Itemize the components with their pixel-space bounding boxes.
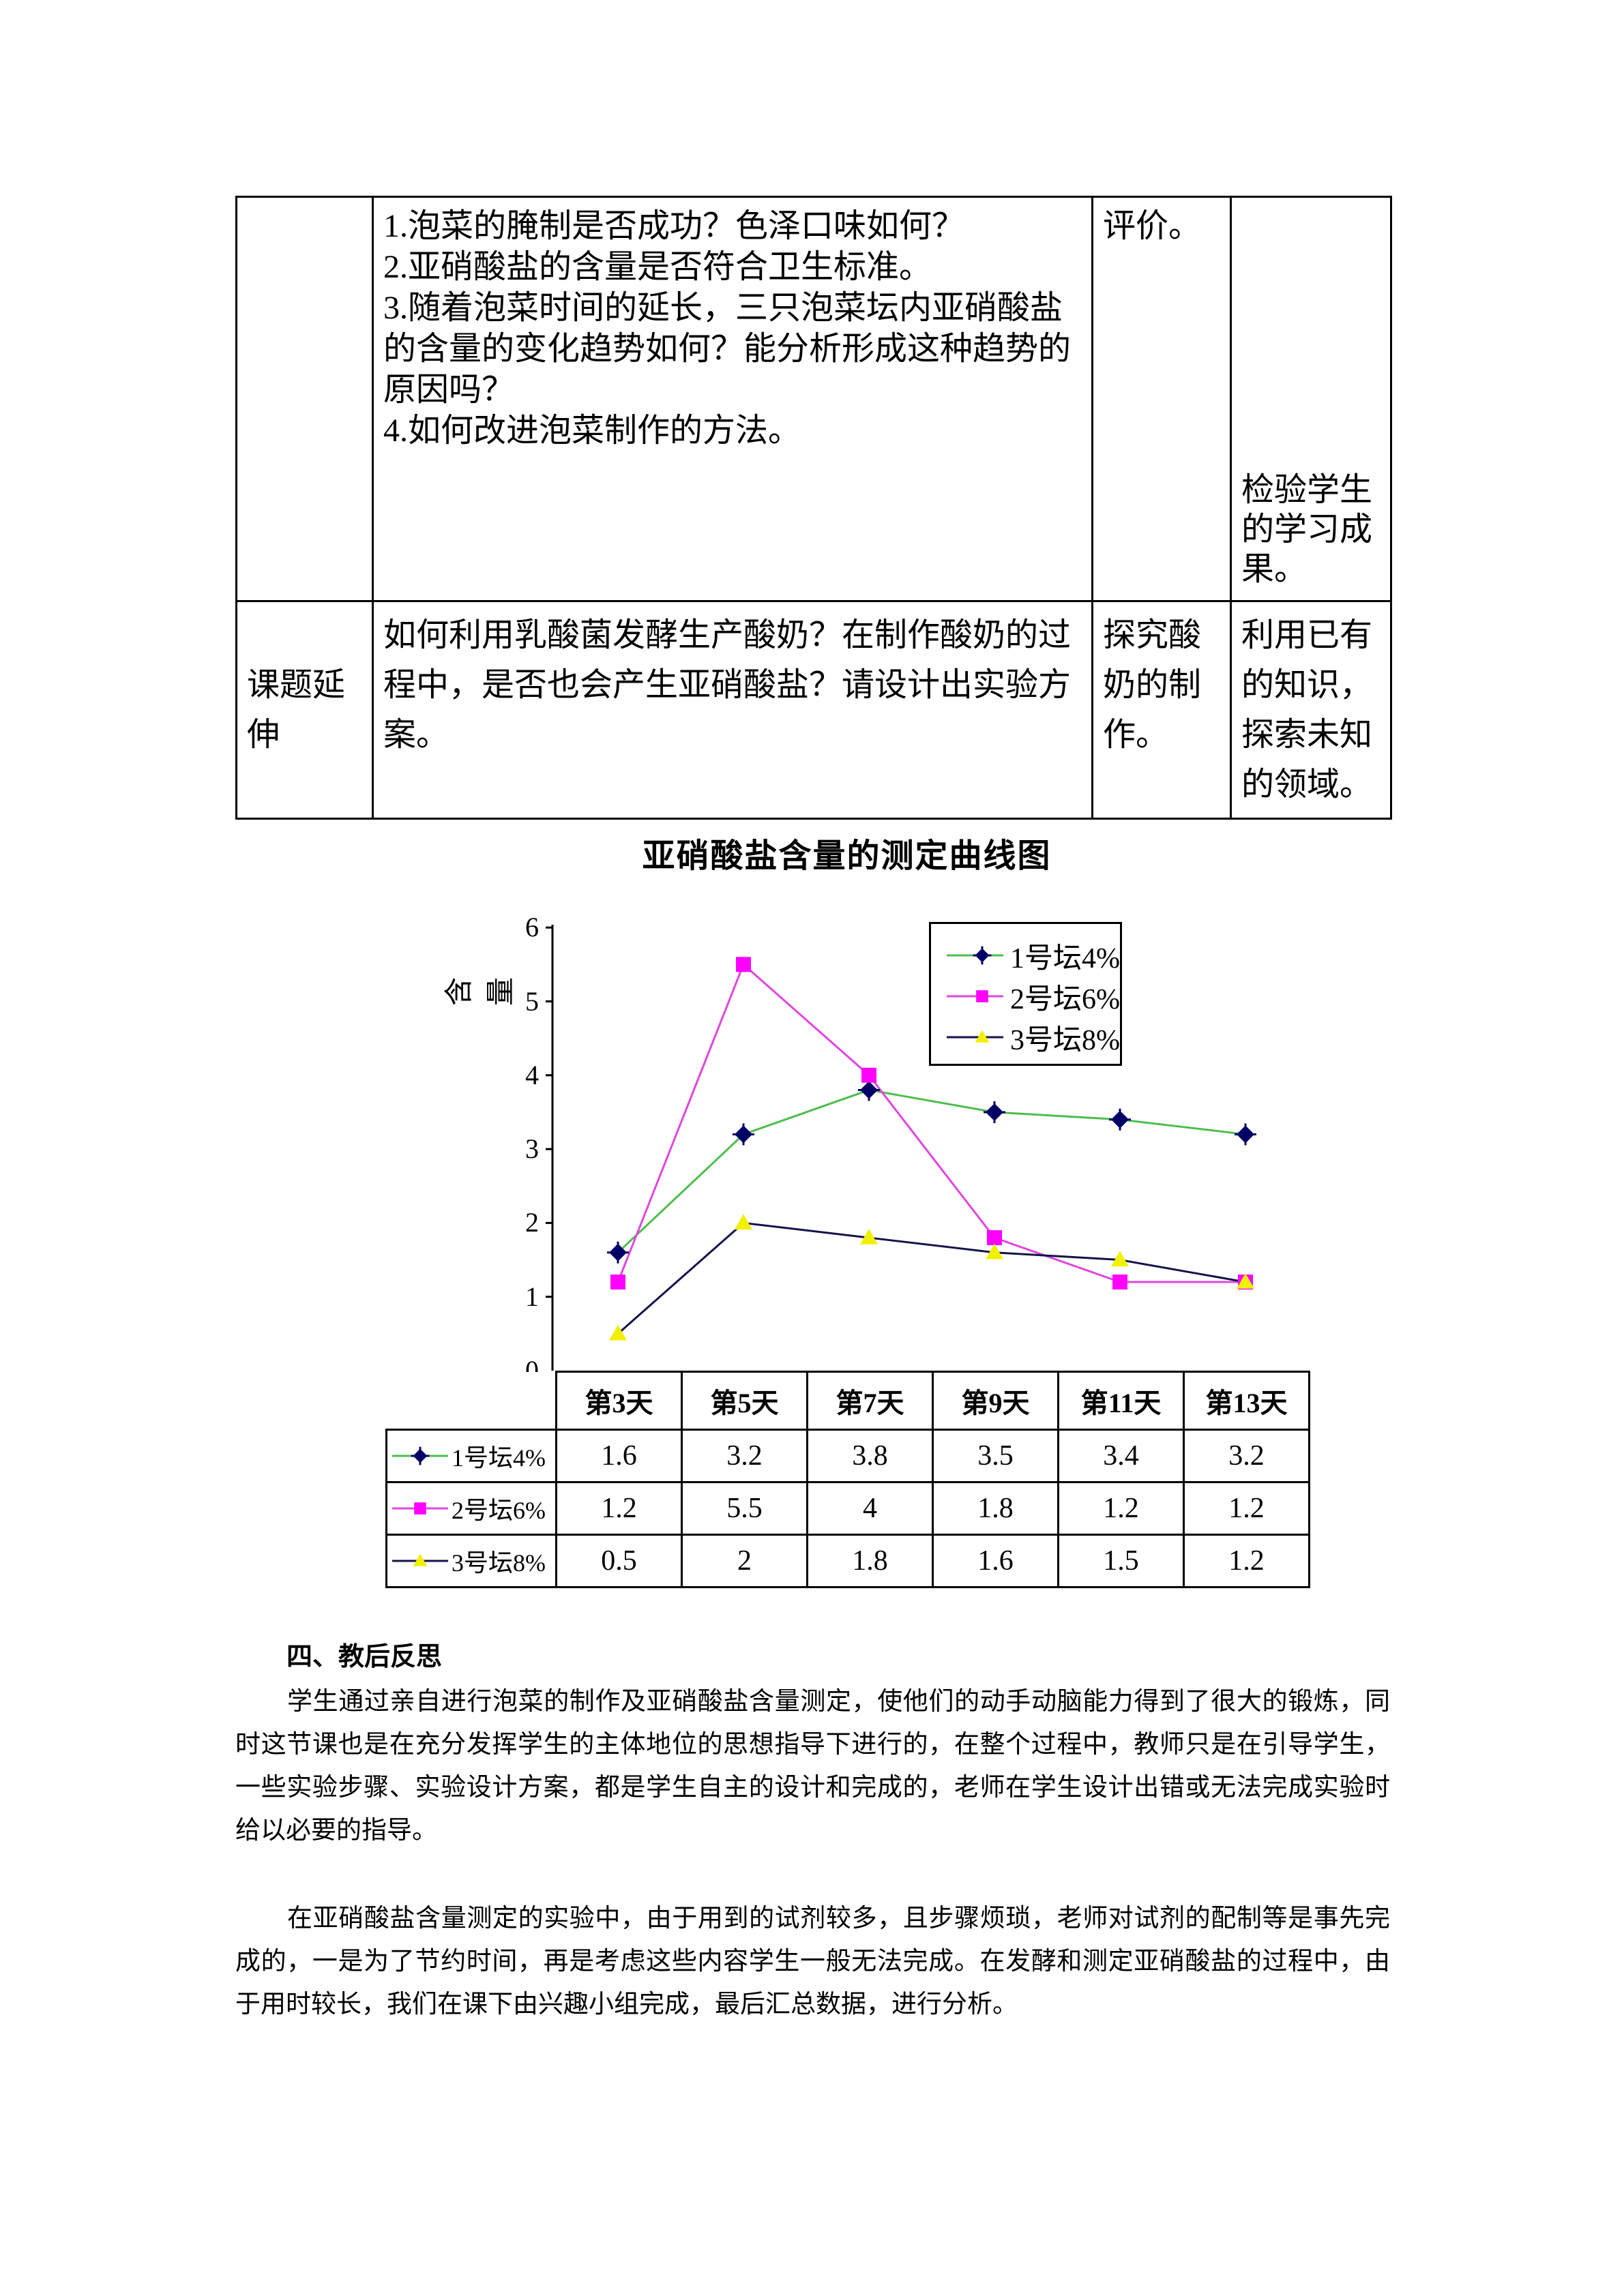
series-value-cell: 1.8 (932, 1481, 1059, 1536)
legend-key-series-2-icon (947, 990, 1003, 1002)
legend-label: 3号坛8% (1010, 1024, 1120, 1056)
series-value-cell: 0.5 (555, 1534, 683, 1588)
lesson-plan-table: 1.泡菜的腌制是否成功？色泽口味如何？ 2.亚硝酸盐的含量是否符合卫生标准。 3… (235, 196, 1392, 820)
question-item: 3.随着泡菜时间的延长，三只泡菜坛内亚硝酸盐的含量的变化趋势如何？能分析形成这种… (383, 290, 1072, 408)
legend-item: 1号坛4% (945, 935, 1120, 976)
x-axis-category-label: 第11天 (1057, 1371, 1185, 1431)
data-table-series-row: 2号坛6% 1.2 5.5 4 1.8 1.2 1.2 (385, 1481, 1310, 1536)
x-axis-category-label: 第13天 (1183, 1371, 1310, 1431)
legend-key-series-1-icon (947, 946, 1003, 965)
series-label-cell: 3号坛8% (385, 1534, 557, 1588)
y-axis-tick-label: 4 (525, 1059, 539, 1090)
table-cell-activity: 评价。 (1091, 196, 1232, 602)
data-table-header-row: 第3天 第5天 第7天 第9天 第11天 第13天 (386, 1371, 1310, 1431)
line-chart-plot-area (546, 925, 1256, 1371)
x-axis-category-label: 第3天 (555, 1371, 683, 1431)
series-value-cell: 1.6 (555, 1429, 683, 1483)
series-key-line-icon (392, 1502, 448, 1515)
table-cell-row-label-extension: 课题延伸 (235, 600, 374, 820)
y-axis-tick-label: 3 (525, 1133, 539, 1165)
y-axis-tick-label: 1 (525, 1281, 539, 1312)
table-row: 1.泡菜的腌制是否成功？色泽口味如何？ 2.亚硝酸盐的含量是否符合卫生标准。 3… (235, 196, 1392, 602)
data-table-corner (386, 1371, 557, 1430)
series-value-cell: 3.8 (806, 1429, 934, 1483)
y-axis-tick-label: 2 (525, 1207, 539, 1238)
series-value-cell: 1.6 (932, 1534, 1059, 1588)
series-value-cell: 1.5 (1057, 1534, 1185, 1588)
series-value-cell: 3.5 (932, 1429, 1059, 1483)
table-row: 课题延伸 如何利用乳酸菌发酵生产酸奶？在制作酸奶的过程中，是否也会产生亚硝酸盐？… (235, 600, 1392, 820)
y-axis-tick-label: 5 (525, 985, 539, 1017)
series-name: 3号坛8% (452, 1549, 546, 1577)
x-axis-category-label: 第7天 (806, 1371, 934, 1431)
series-value-cell: 1.2 (1057, 1481, 1185, 1536)
y-axis-tick-label: 6 (525, 912, 539, 943)
legend-label: 2号坛6% (1010, 983, 1120, 1015)
series-value-cell: 3.4 (1057, 1429, 1185, 1483)
table-cell-extension-activity: 探究酸奶的制作。 (1091, 600, 1232, 820)
series-value-cell: 1.2 (555, 1481, 683, 1536)
series-label-cell: 2号坛6% (385, 1481, 557, 1536)
series-label-cell: 1号坛4% (385, 1429, 557, 1483)
table-cell-purpose: 检验学生的学习成果。 (1230, 196, 1392, 602)
legend-key-series-3-icon (947, 1030, 1003, 1043)
question-item: 1.泡菜的腌制是否成功？色泽口味如何？ (383, 208, 965, 244)
data-table-series-row: 1号坛4% 1.6 3.2 3.8 3.5 3.4 3.2 (385, 1429, 1310, 1483)
data-table-series-row: 3号坛8% 0.5 2 1.8 1.6 1.5 1.2 (385, 1534, 1310, 1588)
series-value-cell: 5.5 (681, 1481, 808, 1536)
table-cell-questions: 1.泡菜的腌制是否成功？色泽口味如何？ 2.亚硝酸盐的含量是否符合卫生标准。 3… (372, 196, 1093, 602)
series-value-cell: 2 (681, 1534, 808, 1588)
chart-data-table: 第3天 第5天 第7天 第9天 第11天 第13天 1号坛4% 1.6 3.2 3.8 3.5 3.4… (385, 1371, 1310, 1588)
x-axis-category-label: 第9天 (932, 1371, 1059, 1431)
series-name: 2号坛6% (452, 1497, 546, 1524)
series-value-cell: 1.2 (1183, 1534, 1310, 1588)
question-item: 2.亚硝酸盐的含量是否符合卫生标准。 (383, 249, 932, 285)
x-axis-category-label: 第5天 (681, 1371, 808, 1431)
table-cell-extension-purpose: 利用已有的知识，探索未知的领域。 (1230, 600, 1392, 820)
series-value-cell: 1.8 (806, 1534, 934, 1588)
series-value-cell: 3.2 (681, 1429, 808, 1483)
legend-label: 1号坛4% (1010, 942, 1120, 974)
chart-legend: 1号坛4% 2号坛6% 3号坛8% (929, 922, 1122, 1066)
series-value-cell: 4 (806, 1481, 934, 1536)
reflection-paragraph: 在亚硝酸盐含量测定的实验中，由于用到的试剂较多，且步骤烦琐，老师对试剂的配制等是… (235, 1905, 1390, 2018)
legend-item: 2号坛6% (945, 976, 1120, 1017)
chart-title: 亚硝酸盐含量的测定曲线图 (642, 838, 1052, 874)
series-name: 1号坛4% (452, 1444, 546, 1472)
series-value-cell: 1.2 (1183, 1481, 1310, 1536)
question-item: 4.如何改进泡菜制作的方法。 (383, 413, 801, 449)
table-cell-row-label-empty (235, 196, 374, 602)
series-key-line-icon (392, 1553, 448, 1566)
reflection-paragraph: 学生通过亲自进行泡菜的制作及亚硝酸盐含量测定，使他们的动手动脑能力得到了很大的锻… (235, 1688, 1390, 1845)
legend-item: 3号坛8% (945, 1017, 1120, 1058)
table-cell-extension-task: 如何利用乳酸菌发酵生产酸奶？在制作酸奶的过程中，是否也会产生亚硝酸盐？请设计出实… (372, 600, 1093, 820)
series-value-cell: 3.2 (1183, 1429, 1310, 1483)
section-heading: 四、教后反思 (286, 1643, 443, 1671)
series-key-line-icon (392, 1446, 448, 1465)
